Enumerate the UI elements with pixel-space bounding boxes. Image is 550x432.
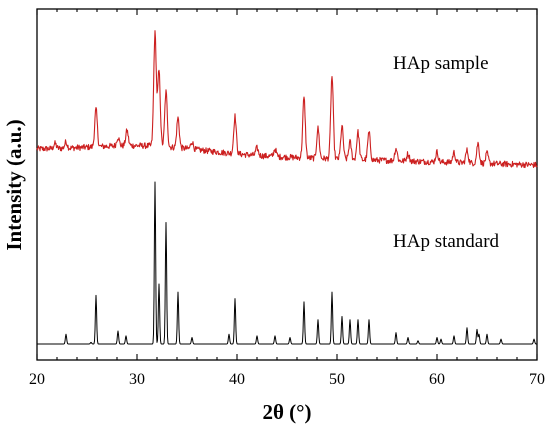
series-label-sample: HAp sample (393, 53, 489, 74)
x-tick-labels: 20 30 40 50 60 70 (29, 371, 545, 388)
series-layer (36, 30, 538, 345)
x-tick-label-20: 20 (29, 371, 45, 388)
y-axis-title: Intensity (a.u.) (2, 119, 26, 250)
axis-ticks (36, 9, 538, 360)
x-tick-label-60: 60 (429, 371, 445, 388)
x-tick-label-50: 50 (329, 371, 345, 388)
series-line-hap-standard (37, 181, 537, 345)
plot-frame (36, 8, 538, 361)
series-label-standard: HAp standard (393, 231, 500, 252)
x-tick-label-40: 40 (229, 371, 245, 388)
x-axis-title: 2θ (°) (262, 400, 311, 424)
x-tick-label-70: 70 (529, 371, 545, 388)
x-tick-label-30: 30 (129, 371, 145, 388)
series-line-hap-sample (36, 30, 538, 169)
